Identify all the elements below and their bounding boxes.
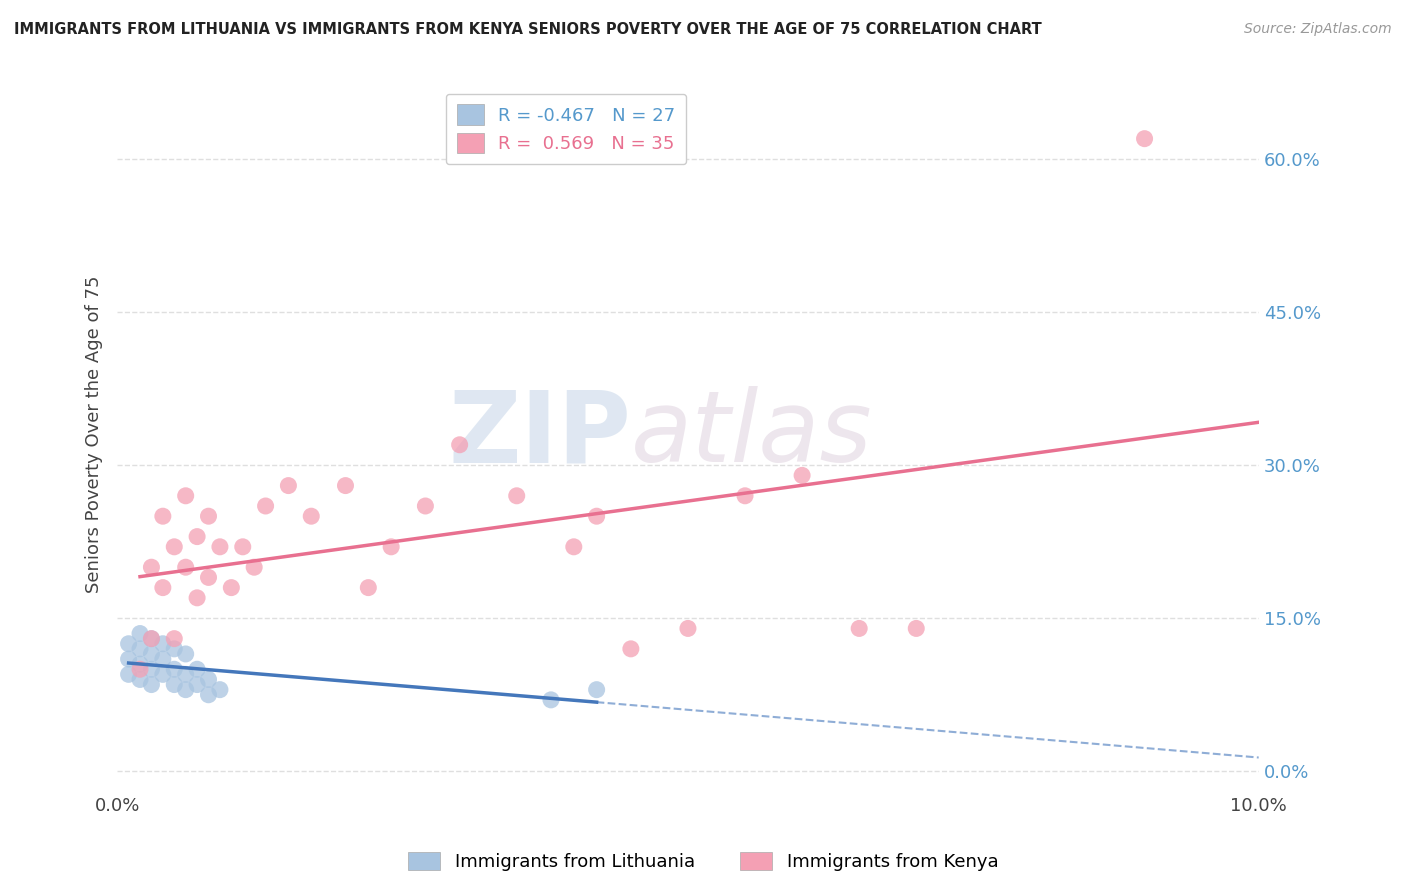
Point xyxy=(163,677,186,691)
Point xyxy=(186,530,208,544)
Point xyxy=(1133,131,1156,145)
Point xyxy=(734,489,756,503)
Point xyxy=(141,632,163,646)
Legend: R = -0.467   N = 27, R =  0.569   N = 35: R = -0.467 N = 27, R = 0.569 N = 35 xyxy=(446,94,686,164)
Text: IMMIGRANTS FROM LITHUANIA VS IMMIGRANTS FROM KENYA SENIORS POVERTY OVER THE AGE : IMMIGRANTS FROM LITHUANIA VS IMMIGRANTS … xyxy=(14,22,1042,37)
Point xyxy=(129,662,152,676)
Point xyxy=(186,677,208,691)
Point xyxy=(197,570,219,584)
Text: ZIP: ZIP xyxy=(449,386,631,483)
Point xyxy=(141,662,163,676)
Point xyxy=(208,540,231,554)
Point xyxy=(117,652,139,666)
Point xyxy=(335,478,357,492)
Point xyxy=(277,478,299,492)
Point xyxy=(848,622,870,636)
Point xyxy=(186,591,208,605)
Point xyxy=(357,581,380,595)
Text: Source: ZipAtlas.com: Source: ZipAtlas.com xyxy=(1244,22,1392,37)
Point xyxy=(141,647,163,661)
Point xyxy=(449,438,471,452)
Point xyxy=(141,632,163,646)
Point xyxy=(415,499,437,513)
Point xyxy=(129,673,152,687)
Point xyxy=(232,540,254,554)
Point xyxy=(141,677,163,691)
Point xyxy=(676,622,699,636)
Point xyxy=(129,657,152,672)
Point xyxy=(905,622,928,636)
Point xyxy=(152,652,174,666)
Point xyxy=(585,682,607,697)
Point xyxy=(562,540,585,554)
Point xyxy=(174,489,197,503)
Text: atlas: atlas xyxy=(631,386,873,483)
Point xyxy=(585,509,607,524)
Point xyxy=(141,560,163,574)
Point xyxy=(174,682,197,697)
Point xyxy=(163,632,186,646)
Point xyxy=(152,637,174,651)
Point xyxy=(186,662,208,676)
Point xyxy=(221,581,243,595)
Point xyxy=(174,560,197,574)
Point xyxy=(163,540,186,554)
Point xyxy=(208,682,231,697)
Point xyxy=(540,693,562,707)
Point xyxy=(174,647,197,661)
Point xyxy=(380,540,402,554)
Point xyxy=(299,509,322,524)
Point xyxy=(254,499,277,513)
Point xyxy=(117,667,139,681)
Point xyxy=(129,641,152,656)
Point xyxy=(163,641,186,656)
Point xyxy=(152,581,174,595)
Point xyxy=(197,673,219,687)
Point xyxy=(790,468,813,483)
Point xyxy=(197,509,219,524)
Point xyxy=(152,667,174,681)
Point xyxy=(174,667,197,681)
Point xyxy=(163,662,186,676)
Point xyxy=(129,626,152,640)
Point xyxy=(197,688,219,702)
Point xyxy=(620,641,643,656)
Y-axis label: Seniors Poverty Over the Age of 75: Seniors Poverty Over the Age of 75 xyxy=(86,276,103,593)
Point xyxy=(152,509,174,524)
Point xyxy=(243,560,266,574)
Point xyxy=(117,637,139,651)
Point xyxy=(506,489,529,503)
Legend: Immigrants from Lithuania, Immigrants from Kenya: Immigrants from Lithuania, Immigrants fr… xyxy=(401,845,1005,879)
